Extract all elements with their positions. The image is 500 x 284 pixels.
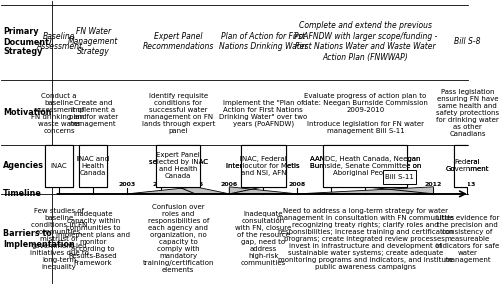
Text: 2012: 2012 [424,182,442,187]
FancyBboxPatch shape [383,170,416,184]
FancyBboxPatch shape [324,145,407,187]
Text: Inadequate
capacity within
communities to
implement plans and
monitor
according : Inadequate capacity within communities t… [56,212,130,266]
Text: 2004: 2004 [152,182,170,187]
Text: Motivation: Motivation [3,108,51,117]
Text: Identify requisite
conditions for
successful water
management on FN
lands throug: Identify requisite conditions for succes… [142,93,215,134]
Text: 2005: 2005 [186,182,204,187]
Text: 2013: 2013 [459,182,476,187]
Text: INAC, Federal
Interlocutor for Metis
and NSI, AFN: INAC, Federal Interlocutor for Metis and… [226,156,300,176]
Text: Timeline: Timeline [3,189,42,198]
Text: Baseline
Assessment: Baseline Assessment [36,32,82,51]
Text: Pass legislation
ensuring FN have
same health and
safety protections
for drinkin: Pass legislation ensuring FN have same h… [436,89,499,137]
Text: AANDC, Heath Canada, Neegan
Burnside, Senate Committee on
Aboriginal Peoples: AANDC, Heath Canada, Neegan Burnside, Se… [310,156,421,176]
Text: Plan of Action for First
Nations Drinking Water: Plan of Action for First Nations Drinkin… [219,32,308,51]
Text: Create and
implement a
plan for water
management: Create and implement a plan for water ma… [68,100,117,127]
Polygon shape [127,187,230,194]
Polygon shape [230,187,298,194]
Polygon shape [298,187,434,194]
FancyBboxPatch shape [79,145,107,187]
Text: Need to address a long-term strategy for water
management in consultation with F: Need to address a long-term strategy for… [277,208,454,270]
Text: 2011: 2011 [390,182,408,187]
Text: Inadequate
consultation
with FN, closure
of the resource
gap, need to
address
hi: Inadequate consultation with FN, closure… [235,212,292,266]
Text: 2010: 2010 [357,182,374,187]
Text: Expert Panel
selected by INAC
and Health
Canada: Expert Panel selected by INAC and Health… [148,152,208,179]
FancyBboxPatch shape [156,145,200,187]
Text: Little evidence for
the precision and
consistency of
measureable
indicators for : Little evidence for the precision and co… [436,215,499,263]
Text: Agencies: Agencies [3,161,44,170]
Text: Few studies of
baseline
conditions in FN
communities,
mistrust of
government-led: Few studies of baseline conditions in FN… [30,208,88,270]
Text: AANDC, Heath Canada, Neegan
Burnside, Senate Committee on
Aboriginal Peoples: AANDC, Heath Canada, Neegan Burnside, Se… [310,156,421,176]
Text: 2009: 2009 [322,182,340,187]
FancyBboxPatch shape [45,145,73,187]
FancyBboxPatch shape [241,145,286,187]
Text: FN Water
Management
Strategy: FN Water Management Strategy [68,27,118,57]
Text: 2007: 2007 [254,182,272,187]
Text: INAC and
Health
Canada: INAC and Health Canada [77,156,109,176]
Text: Federal
Government: Federal Government [446,159,489,172]
Text: 2003: 2003 [118,182,136,187]
Text: Complete and extend the previous
PoAFNDW with larger scope/funding -
First Natio: Complete and extend the previous PoAFNDW… [294,22,437,62]
FancyBboxPatch shape [454,145,481,187]
Text: Barriers to
Implementation: Barriers to Implementation [3,229,75,249]
FancyBboxPatch shape [324,145,407,187]
Text: Primary
Document/
Strategy: Primary Document/ Strategy [3,27,52,57]
Text: 2008: 2008 [288,182,306,187]
Text: Expert Panel
Recommendations: Expert Panel Recommendations [142,32,214,51]
FancyBboxPatch shape [79,145,107,187]
Text: INAC, Federal
Interlocutor for Metis
and NSI, AFN: INAC, Federal Interlocutor for Metis and… [226,156,300,176]
FancyBboxPatch shape [454,145,481,187]
Text: 2002: 2002 [84,182,102,187]
FancyBboxPatch shape [45,145,73,187]
Text: Evaluate progress of action plan to
date: Neegan Burnside Commission
2009-2010

: Evaluate progress of action plan to date… [303,93,428,134]
Text: Implement the "Plan of
Action for First Nations
Drinking Water" over two
years (: Implement the "Plan of Action for First … [219,100,308,127]
Text: INAC: INAC [51,163,68,169]
FancyBboxPatch shape [156,145,200,187]
Text: Bill S-11: Bill S-11 [385,174,414,180]
Text: INAC: INAC [51,163,68,169]
Text: Federal
Government: Federal Government [446,159,489,172]
Text: Conduct a
baseline
assessment of
FN drinking and
waste water
concerns: Conduct a baseline assessment of FN drin… [32,93,87,134]
Text: Bill S-8: Bill S-8 [454,37,480,46]
Text: INAC and
Health
Canada: INAC and Health Canada [77,156,109,176]
Text: 2001: 2001 [50,182,68,187]
Text: Confusion over
roles and
responsibilities of
each agency and
organization, no
ca: Confusion over roles and responsibilitie… [142,204,214,273]
Text: Expert Panel
selected by INAC
and Health
Canada: Expert Panel selected by INAC and Health… [148,152,208,179]
FancyBboxPatch shape [241,145,286,187]
Text: 2006: 2006 [220,182,238,187]
